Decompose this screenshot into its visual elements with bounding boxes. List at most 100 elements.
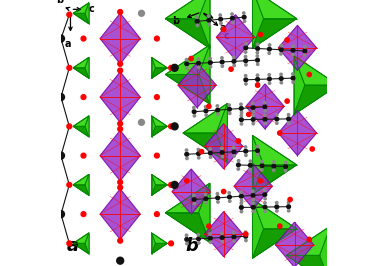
Circle shape xyxy=(244,59,248,63)
Circle shape xyxy=(171,64,178,71)
Circle shape xyxy=(67,12,72,17)
Polygon shape xyxy=(294,56,338,85)
Circle shape xyxy=(205,202,208,204)
Polygon shape xyxy=(100,72,140,122)
Circle shape xyxy=(264,202,266,204)
Circle shape xyxy=(154,36,159,41)
Polygon shape xyxy=(204,211,243,257)
Polygon shape xyxy=(73,13,89,24)
Polygon shape xyxy=(253,135,297,194)
Polygon shape xyxy=(253,135,297,165)
Circle shape xyxy=(204,193,207,196)
Polygon shape xyxy=(294,56,338,115)
Circle shape xyxy=(268,77,271,81)
Polygon shape xyxy=(253,19,297,48)
Circle shape xyxy=(232,150,236,154)
Circle shape xyxy=(251,205,255,209)
Circle shape xyxy=(118,10,123,14)
Circle shape xyxy=(193,115,196,117)
Polygon shape xyxy=(183,103,227,163)
Circle shape xyxy=(292,73,294,75)
Circle shape xyxy=(264,114,266,116)
Circle shape xyxy=(288,210,290,212)
Circle shape xyxy=(244,232,248,236)
Circle shape xyxy=(307,237,312,242)
Circle shape xyxy=(240,202,242,205)
Polygon shape xyxy=(172,169,210,214)
Circle shape xyxy=(258,179,263,183)
Circle shape xyxy=(57,94,64,101)
Polygon shape xyxy=(100,13,140,64)
Circle shape xyxy=(81,95,86,99)
Circle shape xyxy=(196,24,199,27)
Circle shape xyxy=(256,74,259,76)
Circle shape xyxy=(231,13,233,15)
Circle shape xyxy=(154,212,159,217)
Polygon shape xyxy=(151,68,167,78)
Circle shape xyxy=(209,57,211,60)
Circle shape xyxy=(264,110,266,112)
Circle shape xyxy=(197,66,200,69)
Circle shape xyxy=(256,43,259,45)
Polygon shape xyxy=(73,3,89,13)
Circle shape xyxy=(228,104,230,106)
Circle shape xyxy=(209,233,211,235)
Circle shape xyxy=(304,46,306,48)
Circle shape xyxy=(118,68,123,73)
Circle shape xyxy=(288,197,292,202)
Circle shape xyxy=(169,182,173,187)
Circle shape xyxy=(81,36,86,41)
Circle shape xyxy=(229,67,233,71)
Circle shape xyxy=(210,241,212,243)
Circle shape xyxy=(232,21,234,23)
Circle shape xyxy=(276,210,278,212)
Circle shape xyxy=(249,168,251,171)
Circle shape xyxy=(263,117,267,121)
Circle shape xyxy=(216,105,218,107)
Circle shape xyxy=(216,193,218,195)
Circle shape xyxy=(217,113,219,115)
Circle shape xyxy=(273,161,275,163)
Circle shape xyxy=(118,180,123,185)
Polygon shape xyxy=(165,183,210,213)
Circle shape xyxy=(154,153,159,158)
Circle shape xyxy=(272,169,275,172)
Circle shape xyxy=(221,232,223,235)
Circle shape xyxy=(240,210,242,213)
Polygon shape xyxy=(73,233,89,243)
Circle shape xyxy=(216,108,220,112)
Circle shape xyxy=(232,60,236,63)
Circle shape xyxy=(242,15,246,19)
Circle shape xyxy=(284,169,287,172)
Circle shape xyxy=(221,147,223,149)
Circle shape xyxy=(244,46,248,50)
Circle shape xyxy=(263,193,267,196)
Circle shape xyxy=(207,224,211,228)
Circle shape xyxy=(220,60,224,64)
Circle shape xyxy=(171,123,178,130)
Circle shape xyxy=(169,65,173,70)
Circle shape xyxy=(256,77,260,81)
Circle shape xyxy=(220,151,224,154)
Circle shape xyxy=(204,106,207,108)
Circle shape xyxy=(268,52,270,55)
Circle shape xyxy=(251,102,254,105)
Polygon shape xyxy=(165,45,210,104)
Circle shape xyxy=(310,147,314,151)
Circle shape xyxy=(185,179,189,183)
Polygon shape xyxy=(73,57,89,78)
Circle shape xyxy=(192,110,196,114)
Circle shape xyxy=(233,64,236,67)
Polygon shape xyxy=(151,57,167,78)
Polygon shape xyxy=(73,116,89,137)
Circle shape xyxy=(221,155,223,158)
Circle shape xyxy=(240,199,243,202)
Polygon shape xyxy=(294,85,338,115)
Polygon shape xyxy=(151,174,167,195)
Circle shape xyxy=(284,161,287,164)
Circle shape xyxy=(239,206,243,209)
Circle shape xyxy=(139,119,144,125)
Circle shape xyxy=(258,32,263,37)
Circle shape xyxy=(261,160,263,163)
Text: c: c xyxy=(88,4,94,14)
